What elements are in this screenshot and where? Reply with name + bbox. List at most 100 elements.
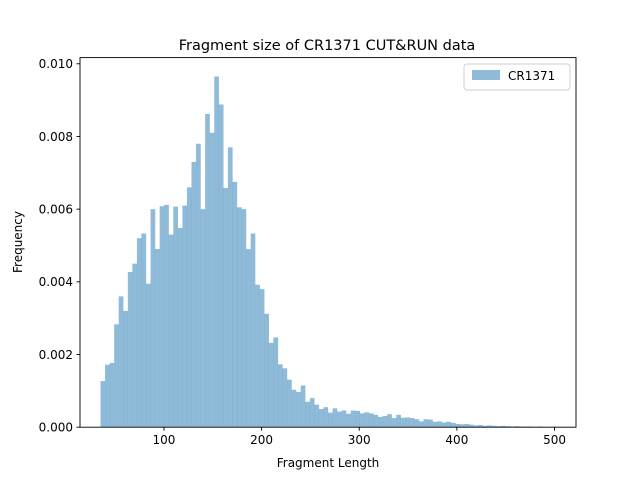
histogram-bar [191,161,197,428]
histogram-bar [409,418,415,428]
histogram-bar [419,421,424,428]
histogram-bar [109,362,115,428]
histogram-bar [469,424,474,428]
chart-title: Fragment size of CR1371 CUT&RUN data [179,38,476,54]
histogram-bar [209,132,215,428]
y-tick-label: 0.004 [39,275,73,289]
histogram-bar [218,104,224,428]
histogram-bar [337,411,342,428]
histogram-bar [223,188,229,428]
histogram-bars [100,76,574,428]
x-tick-label: 500 [543,433,566,447]
histogram-bar [255,284,260,428]
histogram-bar [141,233,147,428]
histogram-bar [300,385,306,428]
histogram-bar [323,407,329,428]
x-tick-label: 300 [348,433,371,447]
histogram-bar [446,421,451,428]
histogram-bar [155,249,160,428]
histogram-bar [100,381,106,428]
x-tick-label: 100 [153,433,176,447]
histogram-bar [309,398,315,428]
histogram-bar [287,379,292,428]
histogram-bar [332,408,338,428]
histogram-bar [496,426,502,428]
histogram-bar [491,425,497,428]
histogram-bar [400,417,406,428]
histogram-bar [391,418,397,428]
histogram-bar [291,389,297,428]
histogram-bar [241,209,247,428]
histogram-bar [132,263,138,428]
y-tick-label: 0.000 [39,421,73,435]
histogram-bar [341,410,347,428]
histogram-bar [150,209,156,428]
plot-frame [79,57,577,428]
histogram-bar [455,423,461,428]
histogram-bar [314,404,320,428]
histogram-bar [437,421,442,428]
y-tick-label: 0.006 [39,202,73,216]
histogram-bar [414,419,420,428]
x-axis-ticks: 100 200 300 400 500 [153,427,566,447]
histogram-bar [450,422,456,428]
histogram-bar [459,424,465,428]
histogram-bar [173,206,178,428]
histogram-bar [505,426,511,428]
histogram-bar [168,234,174,428]
histogram-bar [396,414,401,428]
y-tick-label: 0.010 [39,57,73,71]
histogram-bar [114,324,119,428]
histogram-bar [500,425,506,428]
histogram-bar [328,412,333,428]
x-tick-label: 200 [250,433,273,447]
histogram-bar [350,410,356,428]
histogram-bar [196,143,201,428]
y-axis-ticks: 0.000 0.002 0.004 0.006 0.008 0.010 [39,57,80,435]
histogram-bar [127,272,133,428]
histogram-bar [123,310,128,428]
histogram-bar [318,409,324,428]
histogram-bar [237,207,242,428]
legend: CR1371 [463,63,571,91]
histogram-bar [464,423,470,428]
histogram-bar [159,206,165,428]
histogram-bar [200,209,206,428]
histogram-bar [259,289,265,428]
histogram-bar [264,313,269,428]
histogram-bar [246,249,251,428]
histogram-bar [136,238,142,428]
histogram-bar [482,425,488,428]
histogram-bar [373,414,379,428]
histogram-bar [282,368,288,428]
histogram-bar [428,419,433,428]
histogram-bar [423,419,429,428]
y-axis-label: Frequency [11,211,25,273]
histogram-bar [355,410,360,428]
histogram-bar [277,364,283,428]
histogram-bar [250,233,256,428]
histogram-bar [177,228,183,428]
histogram-bar [364,412,370,428]
histogram-bar [105,364,110,428]
histogram-bar [382,415,388,428]
histogram-bar [186,187,192,428]
histogram-bar [273,337,279,428]
histogram-bar [268,342,274,428]
histogram-bar [232,181,238,428]
histogram-bar [487,425,492,428]
histogram-bar [164,204,169,428]
histogram-bar [205,113,210,428]
y-tick-label: 0.002 [39,348,73,362]
histogram-bar [368,413,374,428]
histogram-bar [227,147,233,428]
histogram-bar [182,205,188,428]
histogram-bar [378,417,383,428]
legend-swatch [472,70,500,80]
histogram-bar [146,283,151,428]
histogram-bar [473,425,479,428]
histogram-bar [214,76,219,428]
histogram-bar [514,426,520,428]
histogram-bar [441,422,447,428]
